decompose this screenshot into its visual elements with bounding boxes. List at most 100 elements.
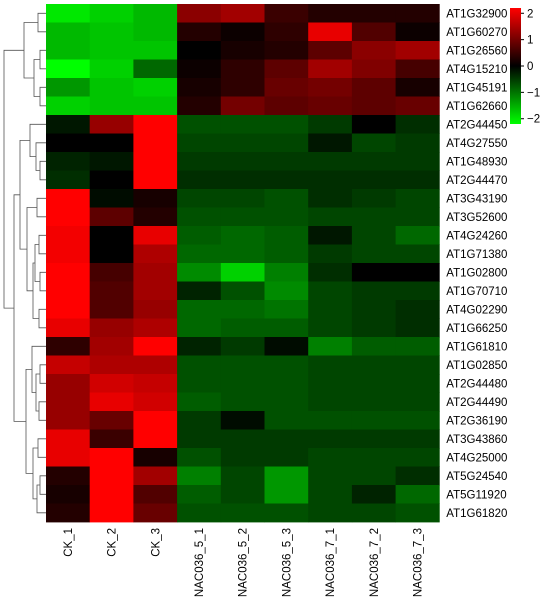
heatmap-cell [395,226,440,245]
heatmap-cell [177,429,222,449]
heatmap-cell [308,115,353,134]
heatmap-cell [46,448,91,467]
row-label: AT4G25000 [446,452,507,464]
heatmap-cell [264,152,309,171]
heatmap-cell [395,355,440,375]
heatmap-cell [133,152,178,171]
heatmap-cells [46,4,440,523]
heatmap-cell [177,392,222,412]
heatmap-cell [308,337,353,356]
legend-tick-label: −1 [527,87,540,99]
heatmap-cell [89,226,134,245]
row-label: AT1G45191 [446,82,507,94]
heatmap-cell [264,429,309,449]
column-label: CK_2 [107,528,119,557]
heatmap-cell [395,152,440,171]
heatmap-cell [220,115,265,134]
dendrogram-branch [39,475,46,495]
heatmap-cell [351,226,396,245]
heatmap-cell [308,226,353,245]
dendrogram-branch [32,262,39,319]
dendrogram-branch [39,364,46,384]
dendrogram-branch [26,207,37,292]
heatmap-cell [308,78,353,97]
dendrogram-branch [38,234,46,255]
heatmap-cell [220,244,265,264]
heatmap-cell [46,59,91,79]
heatmap-cell [264,411,309,430]
heatmap-cell [308,448,353,467]
heatmap-cell [220,189,265,208]
heatmap-cell [351,392,396,412]
heatmap-cell [89,281,134,301]
heatmap-cell [395,96,440,116]
row-label: AT2G44470 [446,175,507,187]
heatmap-cell [133,429,178,449]
heatmap-cell [89,41,134,60]
heatmap-cell [220,152,265,171]
heatmap-cell [264,392,309,412]
dendrogram-branch [39,160,46,181]
dendrogram-branch [33,59,40,97]
heatmap-cell [308,466,353,486]
heatmap-cell [395,448,440,467]
heatmap-cell [220,503,265,523]
heatmap-cell [133,263,178,282]
dendrogram-branch [23,22,38,79]
heatmap-cell [220,170,265,190]
heatmap-cell [264,244,309,264]
heatmap-cell [264,318,309,338]
heatmap-cell [308,503,353,523]
heatmap-cell [177,4,222,23]
dendrogram-branch [19,140,30,250]
heatmap-cell [133,466,178,486]
heatmap-cell [220,355,265,375]
heatmap-cell [177,300,222,319]
column-label: NAC036_7_2 [369,528,381,597]
heatmap-cell [177,22,222,42]
heatmap-cell [264,22,309,42]
heatmap-cell [177,133,222,153]
dendrogram-branch [39,49,46,70]
heatmap-cell [308,355,353,375]
heatmap-cell [46,22,91,42]
dendrogram-branch [31,345,46,393]
row-label: AT1G48930 [446,156,507,168]
heatmap-cell [177,170,222,190]
column-label: NAC036_5_1 [194,528,206,597]
heatmap-cell [351,170,396,190]
row-label: AT3G43860 [446,434,507,446]
heatmap-cell [220,337,265,356]
heatmap-cell [46,485,91,504]
legend-tick-label: 0 [527,61,533,73]
heatmap-cell [220,96,265,116]
row-label: AT2G44450 [446,119,507,131]
heatmap-cell [220,448,265,467]
heatmap-cell [46,207,91,227]
heatmap-cell [308,374,353,393]
heatmap-cell [46,78,91,97]
heatmap-cell [220,466,265,486]
heatmap-cell [308,263,353,282]
heatmap-cell [395,189,440,208]
heatmap-cell [220,374,265,393]
row-label: AT4G24260 [446,230,507,242]
heatmap-cell [395,115,440,134]
heatmap-cell [46,318,91,338]
heatmap-cell [351,429,396,449]
heatmap-cell [395,59,440,79]
heatmap-cell [89,59,134,79]
heatmap-cell [264,466,309,486]
heatmap-cell [351,244,396,264]
heatmap-cell [133,244,178,264]
dendrogram-branch [39,271,46,292]
heatmap-cell [351,355,396,375]
heatmap-cell [220,22,265,42]
heatmap-cell [133,189,178,208]
heatmap-cell [395,207,440,227]
row-label: AT1G02800 [446,267,507,279]
heatmap-cell [264,281,309,301]
heatmap-cell [395,4,440,23]
heatmap-cell [133,207,178,227]
heatmap-cell [351,411,396,430]
